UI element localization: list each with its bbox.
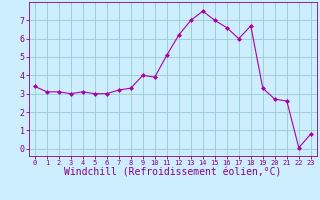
X-axis label: Windchill (Refroidissement éolien,°C): Windchill (Refroidissement éolien,°C) bbox=[64, 168, 282, 178]
